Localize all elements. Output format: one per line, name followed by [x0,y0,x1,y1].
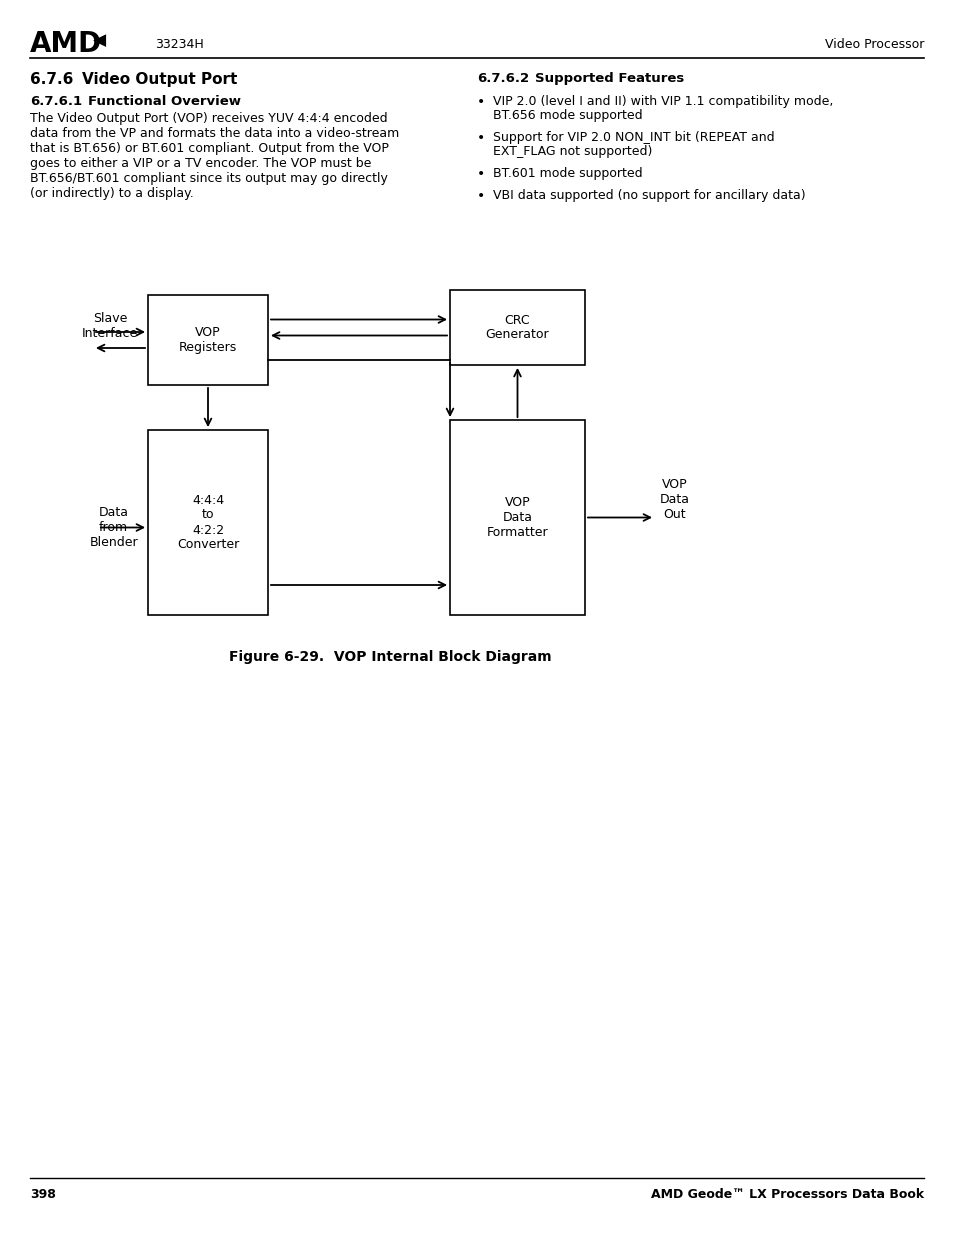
Text: •: • [476,189,485,203]
Text: 398: 398 [30,1188,56,1200]
Text: 6.7.6.2: 6.7.6.2 [476,72,529,85]
Text: VOP
Data
Out: VOP Data Out [659,478,689,521]
Text: EXT_FLAG not supported): EXT_FLAG not supported) [493,144,652,158]
Text: VOP
Data
Formatter: VOP Data Formatter [486,496,548,538]
Text: 6.7.6: 6.7.6 [30,72,73,86]
Text: The Video Output Port (VOP) receives YUV 4:4:4 encoded: The Video Output Port (VOP) receives YUV… [30,112,387,125]
Text: data from the VP and formats the data into a video-stream: data from the VP and formats the data in… [30,127,399,140]
Text: BT.656/BT.601 compliant since its output may go directly: BT.656/BT.601 compliant since its output… [30,172,388,185]
Text: BT.601 mode supported: BT.601 mode supported [493,167,642,180]
Text: AMD Geode™ LX Processors Data Book: AMD Geode™ LX Processors Data Book [650,1188,923,1200]
Bar [450,420,584,615]
Text: Slave
Interface: Slave Interface [82,312,138,340]
Text: that is BT.656) or BT.601 compliant. Output from the VOP: that is BT.656) or BT.601 compliant. Out… [30,142,389,156]
Text: Video Processor: Video Processor [823,38,923,51]
Text: AMD: AMD [30,30,102,58]
Text: CRC
Generator: CRC Generator [485,314,549,342]
Text: 6.7.6.1: 6.7.6.1 [30,95,82,107]
Text: 33234H: 33234H [154,38,204,51]
Text: 4:4:4
to
4:2:2
Converter: 4:4:4 to 4:2:2 Converter [176,494,239,552]
Text: (or indirectly) to a display.: (or indirectly) to a display. [30,186,193,200]
Text: VOP
Registers: VOP Registers [178,326,237,354]
Text: •: • [476,131,485,144]
Text: •: • [476,95,485,109]
Text: Data
from
Blender: Data from Blender [90,506,138,550]
Bar [450,290,584,366]
Text: VBI data supported (no support for ancillary data): VBI data supported (no support for ancil… [493,189,804,203]
Text: Functional Overview: Functional Overview [88,95,241,107]
Text: •: • [476,167,485,182]
Text: Video Output Port: Video Output Port [82,72,237,86]
Bar [148,430,268,615]
Text: ▲: ▲ [91,33,110,46]
Text: Support for VIP 2.0 NON_INT bit (REPEAT and: Support for VIP 2.0 NON_INT bit (REPEAT … [493,131,774,144]
Text: goes to either a VIP or a TV encoder. The VOP must be: goes to either a VIP or a TV encoder. Th… [30,157,371,170]
Bar [148,295,268,385]
Text: Figure 6-29.  VOP Internal Block Diagram: Figure 6-29. VOP Internal Block Diagram [229,650,551,664]
Text: VIP 2.0 (level I and II) with VIP 1.1 compatibility mode,: VIP 2.0 (level I and II) with VIP 1.1 co… [493,95,833,107]
Text: BT.656 mode supported: BT.656 mode supported [493,109,642,122]
Text: Supported Features: Supported Features [535,72,683,85]
